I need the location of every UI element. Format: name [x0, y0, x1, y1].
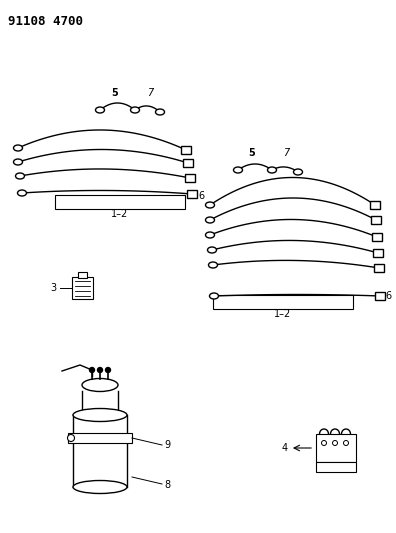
Circle shape	[97, 367, 103, 373]
Text: 4: 4	[282, 443, 288, 453]
Ellipse shape	[206, 232, 215, 238]
Text: 6: 6	[198, 191, 204, 201]
Bar	[183, 159, 193, 167]
Ellipse shape	[13, 145, 23, 151]
Ellipse shape	[13, 159, 23, 165]
Bar	[78, 272, 87, 278]
Text: 6: 6	[385, 291, 391, 301]
Ellipse shape	[82, 378, 118, 392]
Text: 5: 5	[112, 88, 118, 98]
Circle shape	[105, 367, 110, 373]
Ellipse shape	[293, 169, 303, 175]
Bar	[370, 201, 380, 209]
Ellipse shape	[206, 202, 215, 208]
Circle shape	[333, 440, 337, 446]
Bar	[371, 216, 381, 224]
Circle shape	[67, 434, 74, 441]
Text: 1–2: 1–2	[111, 209, 129, 219]
Bar	[213, 295, 353, 309]
Bar	[316, 434, 356, 462]
Ellipse shape	[73, 408, 127, 422]
Bar	[373, 249, 383, 257]
Bar	[185, 174, 195, 182]
Ellipse shape	[234, 167, 242, 173]
Bar	[187, 190, 197, 198]
Circle shape	[343, 440, 348, 446]
Ellipse shape	[206, 217, 215, 223]
Bar	[316, 462, 356, 472]
Ellipse shape	[73, 481, 127, 494]
Text: 9: 9	[164, 440, 170, 450]
Ellipse shape	[208, 247, 217, 253]
Bar	[72, 277, 93, 299]
Text: 3: 3	[50, 283, 56, 293]
Bar	[372, 233, 382, 241]
Ellipse shape	[209, 293, 219, 299]
Text: 1–2: 1–2	[274, 309, 291, 319]
Text: 7: 7	[147, 88, 153, 98]
Ellipse shape	[95, 107, 105, 113]
Text: 7: 7	[283, 148, 289, 158]
Bar	[374, 264, 384, 272]
Ellipse shape	[156, 109, 164, 115]
Circle shape	[322, 440, 326, 446]
Ellipse shape	[131, 107, 139, 113]
Text: 91108 4700: 91108 4700	[8, 15, 83, 28]
Ellipse shape	[17, 190, 27, 196]
Bar	[375, 292, 385, 300]
Bar	[55, 195, 185, 209]
Text: 8: 8	[164, 480, 170, 490]
Circle shape	[89, 367, 95, 373]
Ellipse shape	[209, 262, 217, 268]
Bar	[181, 146, 191, 154]
Ellipse shape	[268, 167, 276, 173]
Text: 5: 5	[249, 148, 255, 158]
Bar	[68, 433, 132, 443]
Ellipse shape	[15, 173, 25, 179]
